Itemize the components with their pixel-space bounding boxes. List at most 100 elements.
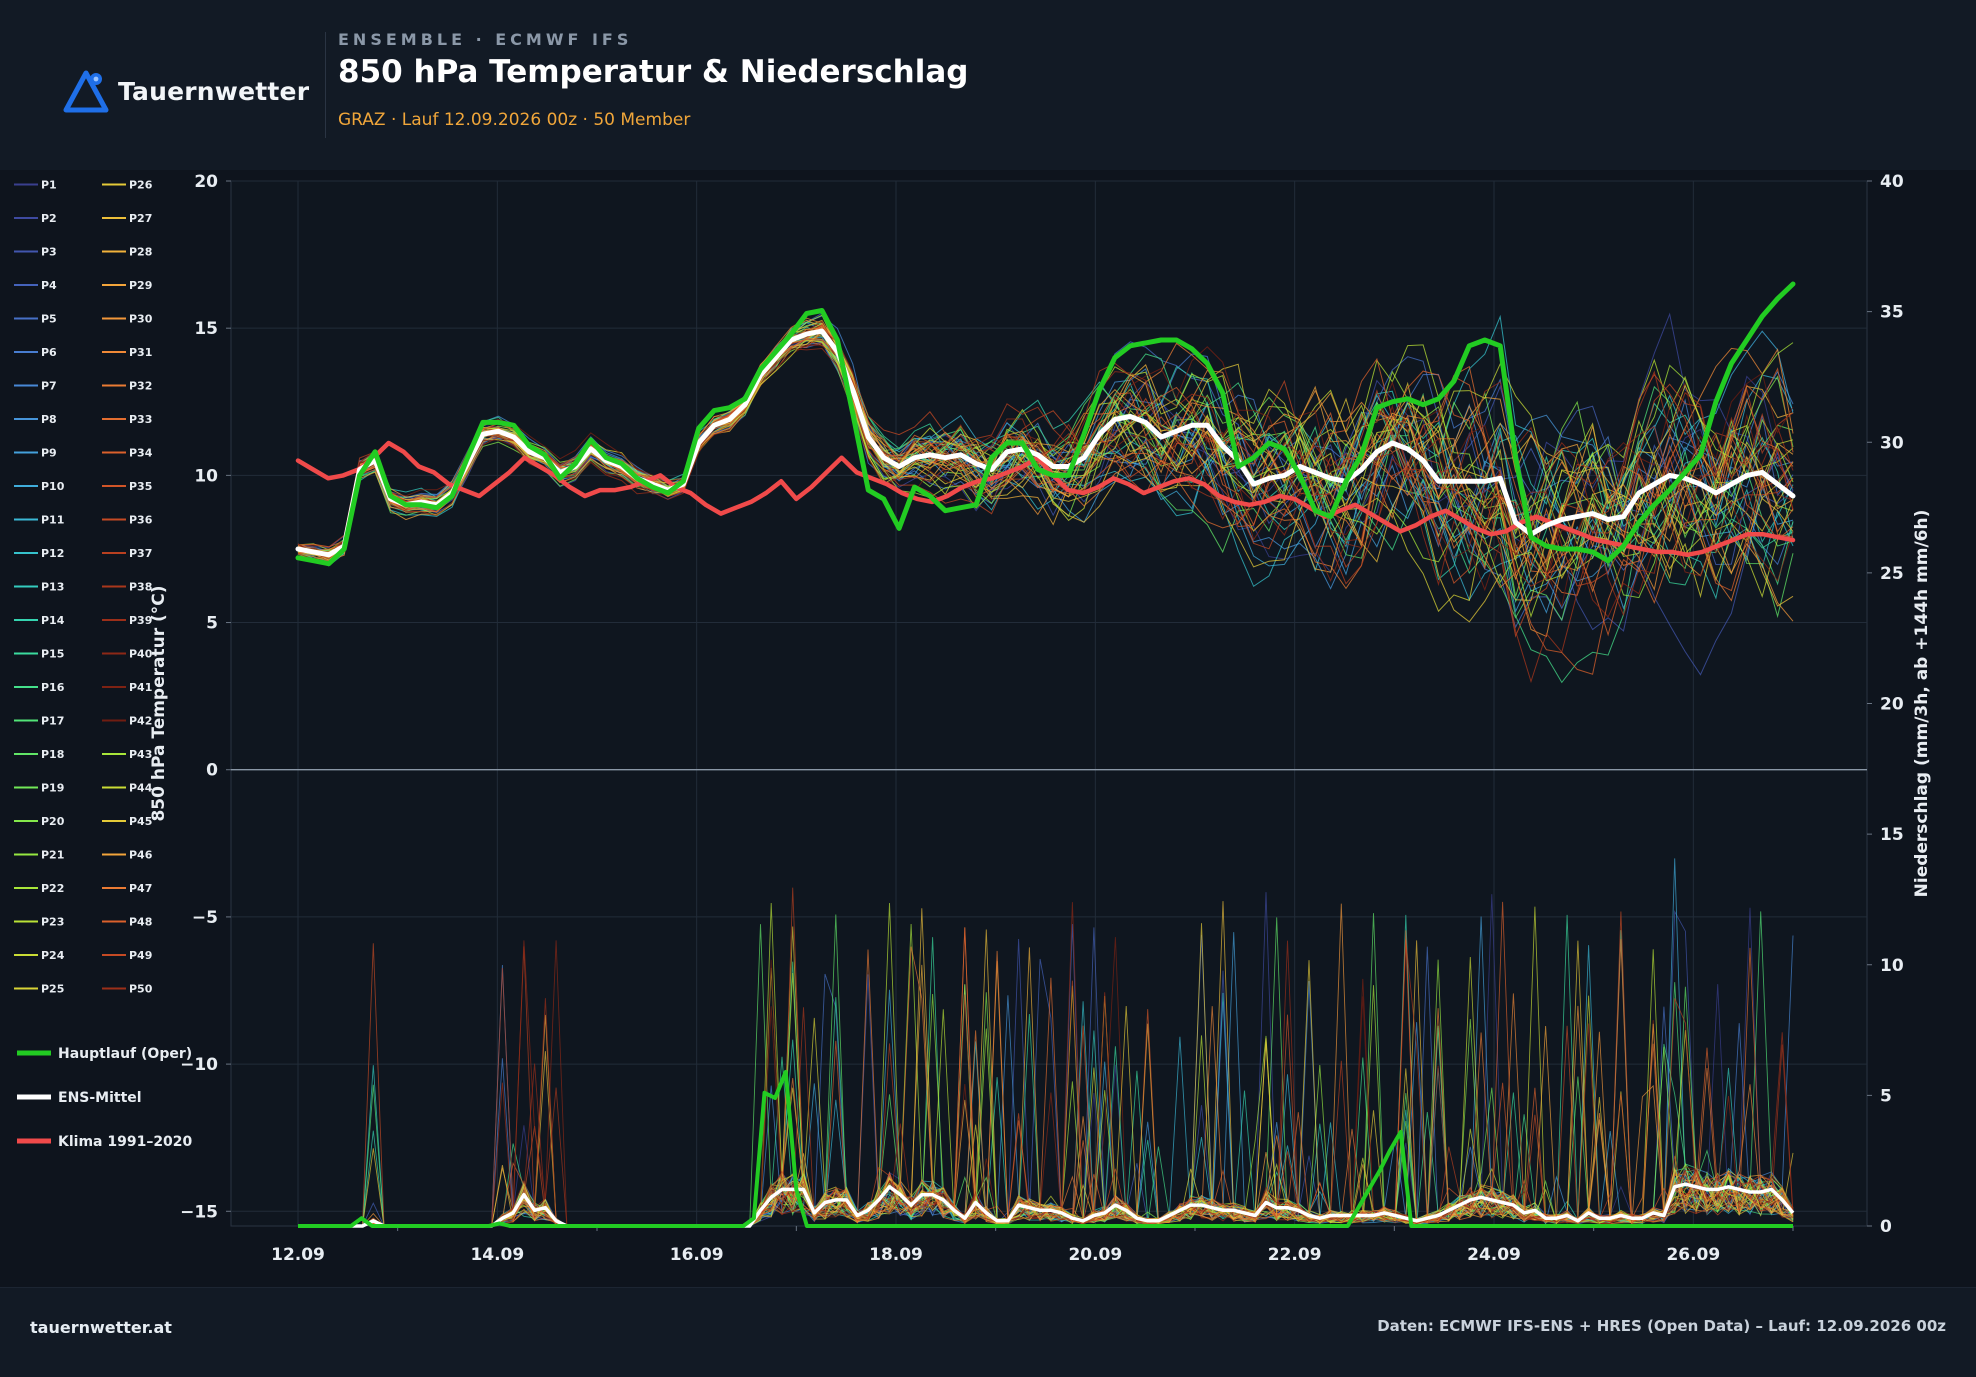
legend-label-P17: P17: [41, 715, 64, 728]
legend-label-P39: P39: [129, 614, 152, 627]
legend-label-P10: P10: [41, 480, 65, 493]
legend-label-P15: P15: [41, 648, 64, 661]
series-precip-1: [298, 1182, 1795, 1228]
y-tick-label-left: 15: [194, 319, 218, 339]
legend-label-P47: P47: [129, 882, 152, 895]
legend-label-P21: P21: [41, 849, 64, 862]
legend-label-P8: P8: [41, 413, 57, 426]
legend-label-P2: P2: [41, 212, 57, 225]
legend-label-P46: P46: [129, 849, 153, 862]
y-axis-label-left: 850 hPa Temperatur (°C): [149, 585, 169, 821]
y-axis-label-right: Niederschlag (mm/3h, ab +144h mm/6h): [1912, 510, 1932, 898]
legend-label-P38: P38: [129, 581, 152, 594]
y-tick-label-right: 20: [1880, 695, 1904, 715]
legend-label-P34: P34: [129, 447, 153, 460]
y-tick-label-right: 0: [1880, 1217, 1892, 1237]
legend-label-P19: P19: [41, 782, 64, 795]
legend-label-P40: P40: [129, 648, 153, 661]
y-tick-label-right: 5: [1880, 1086, 1892, 1106]
y-tick-label-right: 25: [1880, 564, 1904, 584]
y-tick-label-right: 35: [1880, 303, 1904, 323]
member-precip-P35: [298, 1009, 1794, 1227]
legend-label-main: ENS-Mittel: [58, 1090, 142, 1106]
logo[interactable]: Tauernwetter: [62, 68, 309, 114]
series-precip-0: [298, 1069, 1793, 1228]
legend-label-P16: P16: [41, 681, 65, 694]
legend-label-P12: P12: [41, 547, 64, 560]
y-tick-label-left: −10: [180, 1055, 218, 1075]
legend-label-P48: P48: [129, 916, 152, 929]
x-tick-label: 16.09: [670, 1245, 724, 1265]
legend-label-P50: P50: [129, 983, 153, 996]
logo-text: Tauernwetter: [118, 76, 310, 106]
legend-label-P45: P45: [129, 815, 152, 828]
header-kicker: ENSEMBLE · ECMWF IFS: [338, 30, 633, 49]
legend-label-P37: P37: [129, 547, 152, 560]
legend-label-P28: P28: [129, 246, 152, 259]
ensemble-chart: 12.09 14.09 16.09 18.09 20.09 22.09 24.09 26.09…: [14, 172, 1932, 1265]
legend-label-P29: P29: [129, 279, 152, 292]
legend-label-P7: P7: [41, 380, 57, 393]
legend-label-P22: P22: [41, 882, 64, 895]
series-temp-2: [295, 440, 1796, 558]
legend-label-P27: P27: [129, 212, 152, 225]
legend-label-P31: P31: [129, 346, 152, 359]
legend-label-P30: P30: [129, 313, 153, 326]
member-line-P41: [297, 329, 1794, 592]
legend-label-P13: P13: [41, 581, 64, 594]
footer-site[interactable]: tauernwetter.at: [30, 1318, 172, 1337]
legend-label-P24: P24: [41, 949, 65, 962]
y-tick-label-right: 30: [1880, 433, 1904, 453]
footer: tauernwetter.at Daten: ECMWF IFS-ENS + H…: [0, 1287, 1976, 1377]
x-tick-label: 14.09: [470, 1245, 524, 1265]
legend-label-P23: P23: [41, 916, 64, 929]
y-tick-label-left: 0: [206, 761, 218, 781]
y-tick-label-left: 20: [194, 172, 218, 192]
y-tick-label-right: 10: [1880, 956, 1904, 976]
x-tick-label: 18.09: [869, 1245, 923, 1265]
x-tick-label: 24.09: [1467, 1245, 1521, 1265]
legend-label-P26: P26: [129, 179, 153, 192]
legend-label-P44: P44: [129, 782, 153, 795]
legend-label-P11: P11: [41, 514, 64, 527]
legend-label-P14: P14: [41, 614, 65, 627]
legend-label-main: Hauptlauf (Oper): [58, 1046, 192, 1062]
legend-label-P43: P43: [129, 748, 152, 761]
footer-source: Daten: ECMWF IFS-ENS + HRES (Open Data) …: [1377, 1317, 1946, 1335]
plot-area: [230, 180, 1868, 1227]
legend-label-P25: P25: [41, 983, 64, 996]
legend-label-P5: P5: [41, 313, 57, 326]
header-divider: [325, 32, 326, 138]
page-title: 850 hPa Temperatur & Niederschlag: [338, 54, 969, 90]
y-tick-label-left: −15: [180, 1202, 218, 1222]
run-info: GRAZ · Lauf 12.09.2026 00z · 50 Member: [338, 110, 691, 130]
x-tick-label: 20.09: [1068, 1245, 1122, 1265]
legend-label-P49: P49: [129, 949, 152, 962]
y-tick-label-right: 15: [1880, 825, 1904, 845]
legend-label-P3: P3: [41, 246, 57, 259]
y-tick-label-left: 10: [194, 466, 218, 486]
legend-label-P1: P1: [41, 179, 57, 192]
legend-label-main: Klima 1991–2020: [58, 1134, 193, 1150]
header: Tauernwetter ENSEMBLE · ECMWF IFS 850 hP…: [0, 0, 1976, 170]
y-tick-label-right: 40: [1880, 172, 1904, 192]
legend-label-P41: P41: [129, 681, 152, 694]
mountain-logo-icon: [63, 70, 109, 113]
legend: P1 P2 P3 P4 P5 P6 P7 P8 P9 P10 P11 P12 P13 P14 P15 P16 P…: [14, 179, 193, 1150]
legend-label-P6: P6: [41, 346, 57, 359]
legend-label-P36: P36: [129, 514, 153, 527]
legend-label-P9: P9: [41, 447, 57, 460]
x-tick-label: 26.09: [1666, 1245, 1720, 1265]
legend-label-P20: P20: [41, 815, 65, 828]
y-tick-label-left: −5: [192, 908, 218, 928]
member-precip-P29: [298, 961, 1794, 1227]
y-tick-label-left: 5: [206, 614, 218, 634]
legend-label-P18: P18: [41, 748, 64, 761]
legend-label-P42: P42: [129, 715, 152, 728]
x-tick-label: 22.09: [1268, 1245, 1322, 1265]
legend-label-P33: P33: [129, 413, 152, 426]
legend-label-P32: P32: [129, 380, 152, 393]
member-line-P44: [297, 330, 1794, 558]
series-temp-0: [295, 281, 1796, 567]
x-tick-label: 12.09: [271, 1245, 325, 1265]
